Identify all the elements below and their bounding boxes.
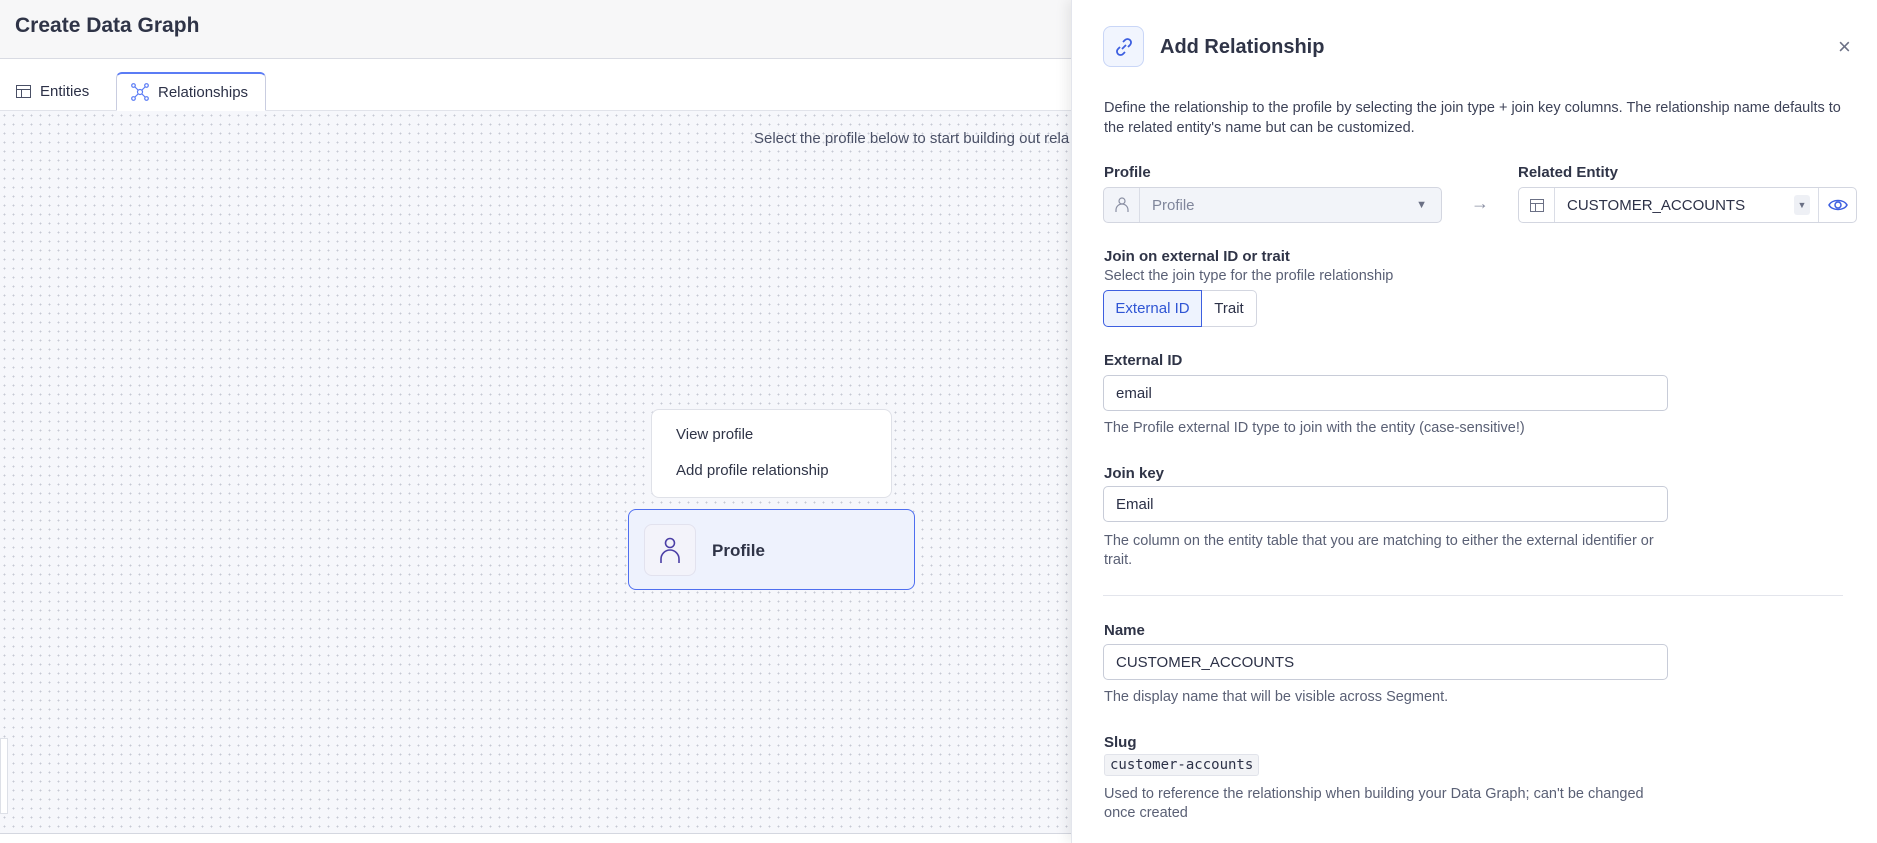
related-entity-value: CUSTOMER_ACCOUNTS — [1567, 196, 1746, 214]
tab-label: Entities — [40, 83, 90, 100]
table-icon — [1519, 188, 1555, 222]
eye-icon[interactable] — [1818, 188, 1856, 222]
table-icon — [16, 85, 31, 98]
chevron-down-icon: ▼ — [1416, 199, 1427, 211]
join-type-trait[interactable]: Trait — [1202, 290, 1257, 327]
canvas-zoom-controls[interactable] — [0, 738, 8, 814]
name-label: Name — [1104, 622, 1145, 639]
close-icon[interactable]: × — [1838, 34, 1851, 59]
canvas-hint: Select the profile below to start buildi… — [754, 130, 1070, 147]
join-key-input[interactable]: Email — [1103, 486, 1668, 522]
chevron-down-icon[interactable]: ▼ — [1794, 195, 1810, 215]
add-relationship-panel: Add Relationship × Define the relationsh… — [1071, 0, 1877, 843]
join-type-external-id[interactable]: External ID — [1103, 290, 1202, 327]
join-type-label: Join on external ID or trait — [1104, 248, 1290, 265]
slug-value: customer-accounts — [1104, 754, 1260, 776]
divider — [1103, 595, 1843, 596]
profile-node[interactable]: Profile — [628, 509, 915, 590]
arrow-right-icon: → — [1471, 193, 1489, 213]
node-context-menu: View profile Add profile relationship — [651, 409, 892, 498]
menu-item-view-profile[interactable]: View profile — [676, 426, 754, 443]
profile-label: Profile — [1104, 164, 1151, 181]
slug-help: Used to reference the relationship when … — [1104, 786, 1644, 821]
related-entity-label: Related Entity — [1518, 164, 1619, 181]
panel-title: Add Relationship — [1160, 36, 1325, 58]
menu-item-add-profile-relationship[interactable]: Add profile relationship — [676, 462, 829, 479]
profile-select-value: Profile — [1152, 196, 1195, 214]
page-title: Create Data Graph — [15, 14, 200, 37]
person-icon — [1104, 188, 1140, 222]
tab-relationships[interactable]: Relationships — [116, 72, 266, 111]
join-key-label: Join key — [1104, 465, 1165, 482]
tab-bar: Entities Relationships — [0, 60, 1877, 111]
join-key-help: The column on the entity table that you … — [1104, 533, 1654, 568]
panel-description: Define the relationship to the profile b… — [1104, 100, 1841, 136]
name-help: The display name that will be visible ac… — [1104, 689, 1449, 705]
name-input[interactable]: CUSTOMER_ACCOUNTS — [1103, 644, 1668, 680]
tab-entities[interactable]: Entities — [2, 72, 103, 111]
slug-label: Slug — [1104, 734, 1137, 751]
external-id-input[interactable]: email — [1103, 375, 1668, 411]
join-type-sub: Select the join type for the profile rel… — [1104, 268, 1394, 284]
external-id-help: The Profile external ID type to join wit… — [1104, 420, 1525, 436]
link-icon — [1103, 26, 1144, 67]
person-icon — [644, 524, 696, 576]
tab-label: Relationships — [158, 83, 249, 101]
profile-select[interactable]: Profile ▼ — [1103, 187, 1442, 223]
node-label: Profile — [712, 541, 765, 560]
related-entity-select[interactable]: CUSTOMER_ACCOUNTS ▼ — [1518, 187, 1857, 223]
external-id-label: External ID — [1104, 352, 1183, 369]
graph-icon — [131, 83, 149, 101]
